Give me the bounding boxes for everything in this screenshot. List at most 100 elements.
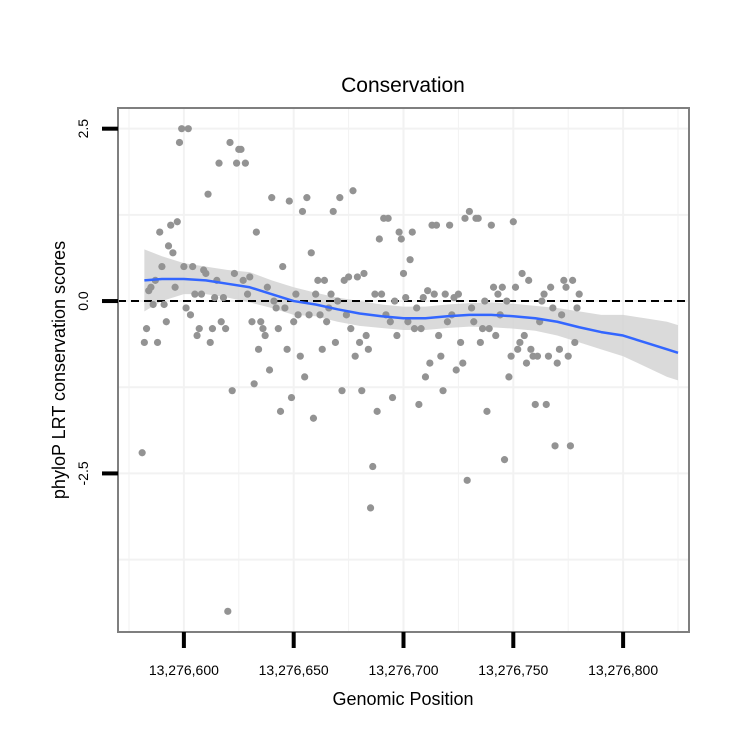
data-point [208,325,217,333]
data-point [215,159,223,167]
data-point [292,290,300,298]
data-point [540,290,548,298]
y-axis: 2.5 0.0 -2.5 [75,119,118,485]
data-point [329,207,337,216]
data-point [307,249,315,257]
data-point [551,442,559,450]
data-point [371,290,379,298]
data-point [399,269,408,278]
data-point [415,400,423,409]
data-point [149,300,157,309]
x-tick-label: 13,276,600 [149,662,219,678]
data-point [516,338,524,347]
data-point [573,304,581,312]
data-point [156,228,164,236]
data-point [424,287,432,295]
data-point [432,221,441,229]
data-point [571,338,579,347]
smooth-layer [144,277,679,354]
x-tick-label: 13,276,750 [478,662,548,678]
y-tick-label: 0.0 [75,291,91,311]
data-point [309,414,318,422]
data-point [191,290,199,298]
data-point [323,318,331,326]
data-point [419,294,427,302]
data-point [283,345,291,353]
data-point [197,290,206,298]
data-point [160,300,168,309]
data-point [158,262,166,271]
data-point [564,352,572,360]
data-point [316,311,324,319]
data-point [373,407,381,415]
data-point [230,269,238,278]
data-point [525,276,533,284]
data-point [202,269,210,278]
data-point [509,218,517,226]
x-axis-label: Genomic Position [332,689,473,709]
x-tick-label: 13,276,800 [588,662,658,678]
data-point [211,294,219,302]
data-point [171,283,179,291]
data-point [518,269,526,278]
data-point [461,214,469,222]
data-point [478,325,487,333]
data-point [364,345,372,353]
data-point [147,283,155,291]
data-point [507,352,515,360]
data-point [395,228,403,236]
x-tick-label: 13,276,650 [259,662,329,678]
data-point [511,283,520,291]
x-tick-label: 13,276,700 [368,662,438,678]
data-point [560,276,568,284]
data-point [246,273,254,281]
data-point [331,338,340,347]
data-point [489,283,498,291]
data-point [184,125,192,133]
data-point [195,325,203,333]
chart-title: Conservation [341,74,465,97]
data-point [494,290,502,298]
data-point [312,290,320,298]
data-point [268,194,276,202]
data-point [239,276,247,284]
data-point [279,262,287,271]
data-point [355,338,364,347]
data-point [272,304,280,312]
data-point [377,290,386,298]
data-point [522,359,531,367]
data-point [254,345,263,353]
data-point [549,304,557,312]
data-point [349,187,357,195]
data-point [305,311,313,319]
data-point [250,380,258,388]
data-point [388,393,397,402]
data-point [533,352,542,360]
data-point [296,352,304,360]
data-point [169,249,177,257]
data-point [439,387,447,395]
data-point [351,352,359,360]
data-point [531,400,539,409]
data-point [505,373,513,381]
data-point [362,331,370,340]
data-point [301,373,309,381]
data-point [443,318,452,326]
data-point [336,194,344,202]
data-point [294,311,302,319]
data-point [483,407,491,415]
confidence-band [144,249,679,381]
data-point [162,318,170,326]
y-tick-label: -2.5 [75,461,91,485]
data-point [314,276,322,284]
data-point [360,269,368,278]
data-point [437,352,445,360]
data-point [259,325,267,333]
data-point [406,256,414,264]
data-point [452,366,460,374]
data-point [241,159,249,167]
data-point [503,297,511,305]
data-point [527,345,535,353]
data-point [206,338,214,347]
